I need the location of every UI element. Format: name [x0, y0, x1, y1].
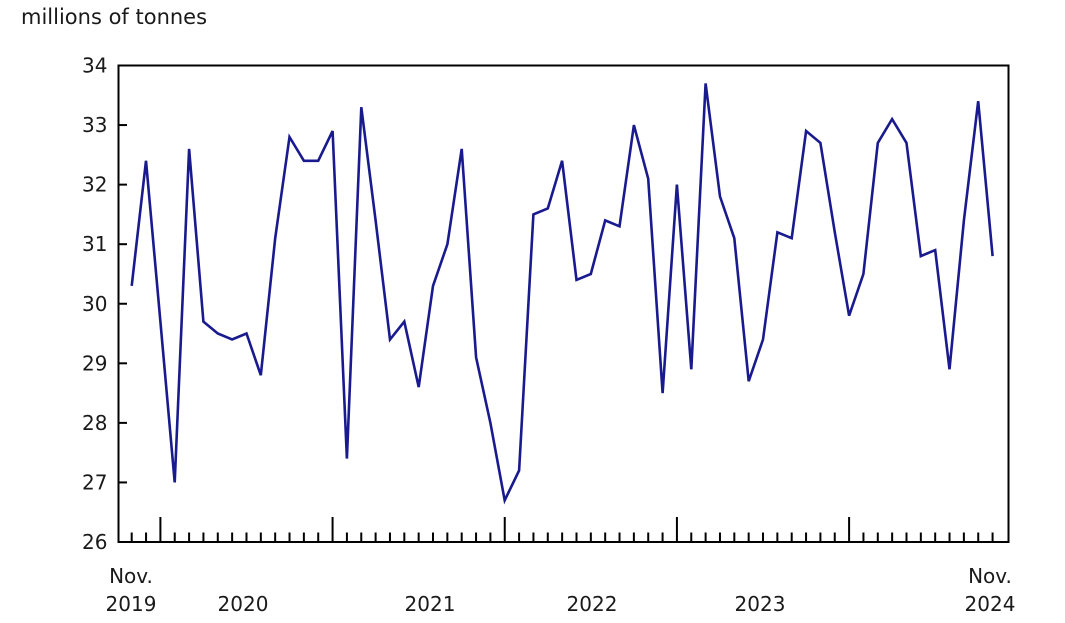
- y-axis-label: 32: [82, 173, 107, 197]
- x-axis-label-month: Nov.: [968, 564, 1012, 588]
- x-axis-label-year: 2021: [405, 592, 456, 616]
- x-axis-label-year: 2022: [567, 592, 618, 616]
- y-axis-label: 28: [82, 411, 107, 435]
- data-line-total-tonnes: [130, 83, 994, 505]
- x-axis-label-year: 2023: [735, 592, 786, 616]
- x-axis-label-year: 2019: [106, 592, 157, 616]
- x-axis-label-month: Nov.: [109, 564, 153, 588]
- y-axis-label: 27: [82, 470, 107, 494]
- y-axis-label: 31: [82, 232, 107, 256]
- y-axis-label: 29: [82, 351, 107, 375]
- y-axis-label: 30: [82, 292, 107, 316]
- plot-frame: [117, 64, 1010, 543]
- chart-title: millions of tonnes: [21, 5, 208, 29]
- x-axis-label-year: 2024: [965, 592, 1016, 616]
- y-axis-label: 26: [82, 530, 107, 554]
- y-axis-label: 33: [82, 113, 107, 137]
- x-axis-label-year: 2020: [218, 592, 269, 616]
- y-axis-label: 34: [82, 54, 107, 78]
